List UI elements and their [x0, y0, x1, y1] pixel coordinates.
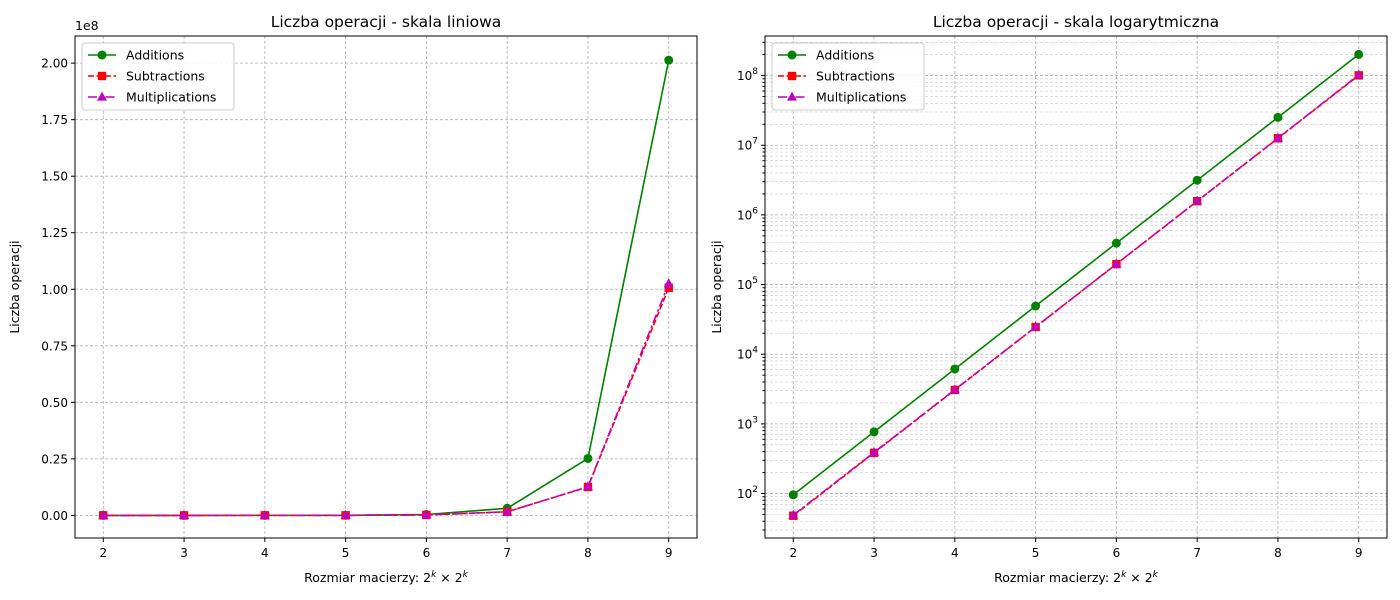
linear-chart-plot-frame: [74, 35, 698, 539]
series-line-multiplications: [103, 283, 670, 517]
legend-marker-subtractions: [97, 71, 107, 81]
log-chart-y-axis-label: Liczba operacji: [709, 240, 724, 333]
log-chart-title: Liczba operacji - skala logarytmiczna: [933, 13, 1219, 31]
y-tick-label: 1.75: [41, 113, 68, 127]
data-point-multiplications: [259, 509, 270, 519]
linear-chart: 2 3 4 5 6 7 8 9 0.00 0.25 0.50 0.75 1.00 1.25 1.50 1.7…: [7, 13, 698, 585]
legend-frame: [771, 42, 925, 111]
data-point-multiplications: [1272, 132, 1283, 142]
legend-frame: [81, 42, 235, 111]
log-chart-plot-frame: [764, 35, 1388, 539]
data-point-additions: [1354, 49, 1364, 59]
y-tick-label: 104: [737, 346, 758, 362]
legend-label-subtractions: Subtractions: [126, 69, 205, 84]
legend-label-multiplications: Multiplications: [816, 90, 906, 105]
y-tick-label: 2.00: [41, 57, 68, 71]
x-tick-label: 2: [789, 546, 797, 560]
data-point-additions: [950, 364, 960, 374]
legend-marker-multiplications: [97, 91, 107, 101]
linear-chart-y-axis-label: Liczba operacji: [7, 240, 22, 333]
data-point-multiplications: [582, 481, 593, 491]
log-chart: 2 3 4 5 6 7 8 9 102 103 104 105 106 107 108 Liczba op…: [709, 13, 1388, 585]
y-tick-label: 0.00: [41, 509, 68, 523]
x-tick-label: 4: [261, 546, 269, 560]
x-tick-label: 3: [870, 546, 878, 560]
x-tick-label: 6: [423, 546, 431, 560]
log-chart-grid: [765, 36, 1387, 538]
linear-chart-y-ticks: 0.00 0.25 0.50 0.75 1.00 1.25 1.50 1.75 2.00: [41, 57, 75, 523]
legend-label-multiplications: Multiplications: [126, 90, 216, 105]
data-point-multiplications: [869, 446, 880, 456]
data-point-additions: [583, 453, 593, 463]
data-point-multiplications: [502, 506, 513, 516]
x-tick-label: 3: [180, 546, 188, 560]
log-chart-x-ticks: 2 3 4 5 6 7 8 9: [789, 538, 1363, 560]
y-tick-label: 1.25: [41, 226, 68, 240]
data-point-multiplications: [1111, 258, 1122, 268]
legend-label-additions: Additions: [816, 48, 874, 63]
x-tick-label: 8: [1274, 546, 1282, 560]
data-point-multiplications: [1192, 195, 1203, 205]
x-tick-label: 2: [99, 546, 107, 560]
data-point-additions: [1031, 301, 1041, 311]
y-tick-label: 1.50: [41, 170, 68, 184]
data-point-multiplications: [340, 509, 351, 519]
data-point-additions: [1273, 112, 1283, 122]
y-tick-label: 0.50: [41, 396, 68, 410]
y-tick-label: 0.75: [41, 339, 68, 353]
data-point-multiplications: [98, 509, 109, 519]
linear-chart-y-offset-label: 1e8: [75, 18, 99, 33]
linear-chart-x-ticks: 2 3 4 5 6 7 8 9: [99, 538, 673, 560]
legend-marker-multiplications: [787, 91, 797, 101]
legend-marker-subtractions: [787, 71, 797, 81]
legend-label-additions: Additions: [126, 48, 184, 63]
series-line-additions: [792, 53, 1360, 496]
x-tick-label: 4: [951, 546, 959, 560]
data-point-multiplications: [179, 509, 190, 519]
data-point-multiplications: [663, 278, 674, 288]
y-tick-label: 108: [737, 67, 758, 83]
y-tick-label: 107: [737, 137, 758, 153]
y-tick-label: 106: [737, 206, 758, 222]
x-tick-label: 6: [1113, 546, 1121, 560]
log-chart-y-ticks: 102 103 104 105 106 107 108: [737, 41, 765, 531]
log-chart-x-axis-label: Rozmiar macierzy: 2k × 2k: [994, 570, 1159, 585]
data-point-multiplications: [1030, 321, 1041, 331]
data-point-additions: [788, 490, 798, 500]
y-tick-label: 105: [737, 276, 758, 292]
data-point-additions: [1111, 238, 1121, 248]
y-tick-label: 1.00: [41, 283, 68, 297]
linear-chart-series: [98, 55, 674, 520]
data-point-additions: [869, 427, 879, 437]
data-point-multiplications: [421, 509, 432, 519]
data-point-multiplications: [1353, 69, 1364, 79]
data-point-multiplications: [949, 384, 960, 394]
linear-chart-title: Liczba operacji - skala liniowa: [271, 13, 502, 31]
data-point-additions: [1192, 175, 1202, 185]
x-tick-label: 5: [1032, 546, 1040, 560]
data-point-multiplications: [788, 509, 799, 519]
x-tick-label: 7: [503, 546, 511, 560]
data-point-subtractions: [664, 283, 673, 292]
linear-chart-x-axis-label: Rozmiar macierzy: 2k × 2k: [304, 570, 469, 585]
data-point-additions: [664, 55, 674, 65]
log-chart-series: [788, 49, 1364, 520]
y-tick-label: 103: [737, 415, 758, 431]
legend-marker-additions: [787, 50, 797, 60]
x-tick-label: 9: [1355, 546, 1363, 560]
x-tick-label: 7: [1193, 546, 1201, 560]
legend-label-subtractions: Subtractions: [816, 69, 895, 84]
y-tick-label: 0.25: [41, 452, 68, 466]
x-tick-label: 9: [665, 546, 673, 560]
x-tick-label: 8: [584, 546, 592, 560]
series-line-multiplications: [792, 74, 1360, 516]
x-tick-label: 5: [342, 546, 350, 560]
log-chart-legend: Additions Subtractions Multiplications: [771, 42, 925, 111]
legend-marker-additions: [97, 50, 107, 60]
linear-chart-legend: Additions Subtractions Multiplications: [81, 42, 235, 111]
y-tick-label: 102: [737, 485, 758, 501]
